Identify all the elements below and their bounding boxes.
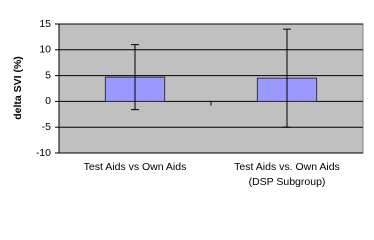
y-tick-label: -5 [42, 121, 51, 133]
chart: delta SVI (%) -10 -5 0 5 10 15 Test Aids vs Ow… [12, 18, 364, 188]
y-axis-label: delta SVI (%) [12, 56, 24, 120]
x-tick-label: Test Aids vs Own Aids [84, 161, 187, 173]
y-tick-label: 0 [45, 95, 51, 107]
x-tick-label: Test Aids vs. Own Aids (DSP Subgroup) [234, 161, 340, 188]
plot-area [58, 23, 364, 154]
y-tick-label: -10 [36, 147, 51, 159]
y-tick-label: 10 [39, 44, 51, 56]
y-tick-label: 15 [39, 18, 51, 30]
y-tick-label: 5 [45, 69, 51, 81]
